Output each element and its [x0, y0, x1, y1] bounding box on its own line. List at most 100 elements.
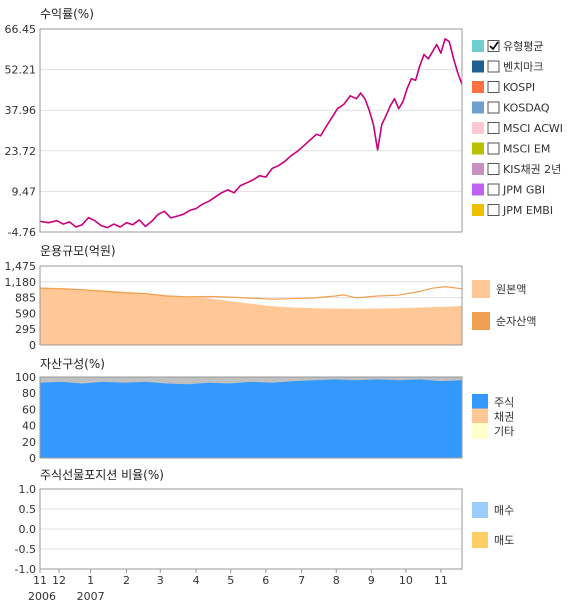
- y-tick-label: 0.5: [19, 503, 37, 516]
- legend-item: 매도: [472, 532, 514, 548]
- legend-item: MSCI ACWI: [472, 122, 563, 135]
- legend-label: 매도: [494, 534, 514, 547]
- x-tick-label: 1: [87, 574, 94, 587]
- series-area-0: [40, 379, 462, 458]
- chart-title: 주식선물포지션 비율(%): [40, 468, 164, 482]
- x-year-label: 2007: [77, 590, 105, 603]
- chart-title: 운용규모(억원): [40, 244, 116, 258]
- legend-label: KOSPI: [503, 81, 535, 94]
- checkbox-box: [487, 122, 500, 134]
- legend-label: KIS채권 2년: [503, 163, 561, 176]
- y-tick-label: 40: [22, 420, 36, 433]
- series-line-1: [39, 286, 463, 300]
- y-tick-label: 23.72: [5, 145, 37, 158]
- legend-label: JPM GBI: [502, 184, 545, 197]
- legend-swatch: [472, 280, 490, 298]
- legend-item: 기타: [472, 423, 514, 439]
- legend-checkbox[interactable]: [487, 163, 500, 175]
- legend-label: 벤치마크: [503, 61, 543, 74]
- legend-label: 채권: [494, 411, 514, 424]
- legend-checkbox[interactable]: [487, 40, 500, 52]
- x-tick-label: 3: [157, 574, 164, 587]
- checkbox-box: [487, 60, 500, 73]
- y-tick-label: 1,180: [5, 276, 37, 289]
- y-tick-label: 100: [15, 371, 36, 384]
- checkbox-box: [487, 183, 500, 196]
- legend-swatch: [472, 142, 484, 155]
- legend-item: 순자산액: [472, 312, 536, 330]
- x-tick-label: 7: [298, 574, 305, 587]
- legend-swatch: [472, 40, 484, 52]
- y-tick-label: -1.0: [15, 563, 36, 576]
- legend-item: KOSPI: [472, 81, 535, 94]
- y-tick-label: 37.96: [5, 104, 37, 117]
- legend-swatch: [472, 122, 484, 134]
- legend-checkbox[interactable]: [487, 101, 500, 114]
- legend-item: 매수: [472, 502, 514, 518]
- y-tick-label: 9.47: [12, 185, 37, 198]
- plot-border: [39, 488, 463, 570]
- legend-label: 원본액: [496, 283, 526, 296]
- legend-checkbox[interactable]: [487, 60, 500, 73]
- chart-panel-0: 수익률(%)66.45 52.21 37.96 23.72 9.47 -4.76 유형평균벤…: [5, 7, 564, 239]
- y-tick-label: -0.5: [15, 543, 36, 556]
- checkbox-box: [487, 204, 500, 216]
- x-tick-label: 6: [262, 574, 269, 587]
- y-tick-label: 0: [29, 452, 36, 465]
- chart-title: 수익률(%): [40, 7, 94, 21]
- legend-swatch: [472, 204, 484, 216]
- checkbox-box: [487, 142, 500, 155]
- x-tick-label: 9: [368, 574, 375, 587]
- legend-label: MSCI EM: [503, 143, 550, 156]
- legend-label: 매수: [494, 504, 514, 517]
- check-icon: [489, 41, 499, 51]
- y-tick-label: 20: [22, 436, 36, 449]
- legend-item: 벤치마크: [472, 60, 543, 74]
- x-year-label: 2006: [28, 590, 56, 603]
- legend-item: 유형평균: [472, 40, 543, 53]
- y-tick-label: 590: [15, 307, 36, 320]
- x-tick-label: 11: [434, 574, 448, 587]
- legend-label: MSCI ACWI: [503, 122, 563, 135]
- y-tick-label: 80: [22, 387, 36, 400]
- legend-item: JPM EMBI: [472, 204, 553, 217]
- y-tick-label: 1.0: [19, 483, 37, 496]
- plot-area: [39, 28, 463, 233]
- legend-checkbox[interactable]: [487, 81, 500, 93]
- y-tick-label: -4.76: [8, 226, 36, 239]
- legend-label: 유형평균: [503, 40, 543, 53]
- legend-item: 주식: [472, 394, 514, 410]
- legend-checkbox[interactable]: [487, 183, 500, 196]
- legend-checkbox[interactable]: [487, 142, 500, 155]
- checkbox-box: [487, 81, 500, 93]
- checkbox-box: [487, 101, 500, 114]
- y-tick-label: 1,475: [5, 260, 37, 273]
- checkbox-box: [487, 163, 500, 175]
- y-tick-label: 295: [15, 323, 36, 336]
- legend-item: KIS채권 2년: [472, 163, 561, 176]
- x-tick-label: 12: [52, 574, 66, 587]
- x-tick-label: 5: [227, 574, 234, 587]
- legend-swatch: [472, 532, 488, 548]
- x-tick-label: 2: [123, 574, 130, 587]
- legend-item: 채권: [472, 408, 514, 425]
- legend-swatch: [472, 60, 484, 73]
- legend-swatch: [472, 502, 488, 518]
- legend-swatch: [472, 408, 488, 425]
- y-tick-label: 66.45: [5, 23, 37, 36]
- legend-swatch: [472, 394, 488, 410]
- legend-label: JPM EMBI: [502, 204, 553, 217]
- legend-label: 주식: [494, 396, 514, 409]
- legend-checkbox[interactable]: [487, 122, 500, 134]
- checkbox-box: [487, 40, 500, 52]
- x-tick-label: 10: [399, 574, 413, 587]
- legend-checkbox[interactable]: [487, 204, 500, 216]
- series-area-0: [40, 287, 462, 345]
- legend-item: JPM GBI: [472, 183, 545, 197]
- legend-label: KOSDAQ: [503, 102, 550, 115]
- x-tick-label: 8: [333, 574, 340, 587]
- legend-item: KOSDAQ: [472, 101, 550, 115]
- legend-label: 기타: [494, 425, 514, 438]
